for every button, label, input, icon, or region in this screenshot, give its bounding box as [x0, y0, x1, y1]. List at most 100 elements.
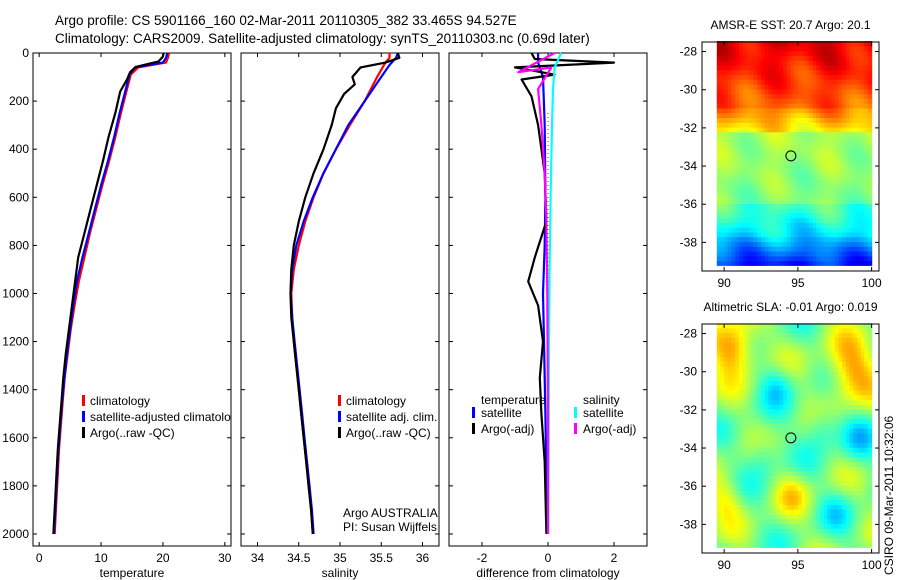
- map-cell: [779, 55, 784, 61]
- map-cell: [845, 50, 851, 56]
- map-cell: [779, 88, 784, 95]
- map-cell: [786, 184, 792, 190]
- map-cell: [746, 126, 751, 133]
- map-cell: [816, 480, 821, 486]
- map-cell: [827, 408, 832, 415]
- map-cell: [816, 461, 821, 467]
- map-cell: [842, 327, 847, 334]
- map-cell: [864, 112, 869, 118]
- map-cell: [764, 251, 769, 257]
- legend-swatch-black: [472, 423, 475, 434]
- map-cell: [794, 537, 799, 544]
- map-cell: [856, 523, 862, 529]
- map-cell: [779, 389, 784, 396]
- map-cell: [749, 389, 755, 396]
- map-cell: [823, 480, 828, 486]
- map-cell: [779, 332, 784, 338]
- map-cell: [772, 98, 777, 104]
- map-cell: [864, 150, 869, 157]
- map-cell: [820, 98, 825, 104]
- map-cell: [716, 490, 722, 496]
- map-cell: [775, 366, 781, 372]
- map-cell: [772, 518, 777, 525]
- map-cell: [783, 184, 788, 190]
- map-cell: [764, 88, 769, 95]
- map-cell: [860, 475, 865, 482]
- map-cell: [772, 126, 777, 133]
- map-cell: [820, 184, 825, 190]
- map-cell: [775, 98, 781, 104]
- map-cell: [761, 141, 766, 147]
- map-cell: [794, 394, 799, 400]
- map-cell: [801, 513, 806, 520]
- map-cell: [735, 528, 740, 534]
- map-cell: [797, 208, 803, 214]
- map-cell: [831, 490, 836, 496]
- map-cell: [786, 260, 792, 266]
- map-cell: [768, 375, 773, 381]
- map-cell: [757, 375, 762, 381]
- map-cell: [720, 490, 725, 496]
- map-cell: [731, 88, 736, 95]
- map-cell: [853, 136, 858, 142]
- map-cell: [797, 246, 803, 252]
- map-cell: [786, 418, 792, 424]
- map-cell: [831, 107, 836, 114]
- map-cell: [812, 361, 817, 367]
- map-cell: [860, 366, 865, 372]
- map-cell: [724, 399, 729, 405]
- map-cell: [842, 179, 847, 185]
- map-cell: [720, 131, 725, 138]
- map-cell: [779, 451, 784, 458]
- map-cell: [749, 346, 755, 353]
- map-cell: [783, 84, 788, 90]
- map-cell: [738, 408, 744, 415]
- map-cell: [831, 442, 836, 448]
- map-cell: [772, 523, 777, 529]
- map-cell: [860, 480, 865, 486]
- map-cell: [867, 160, 873, 166]
- map-cell: [805, 107, 810, 114]
- map-cell: [764, 456, 769, 462]
- map-cell: [820, 212, 825, 219]
- map-cell: [856, 251, 862, 257]
- map-cell: [831, 385, 836, 391]
- map-cell: [783, 236, 788, 243]
- map-cell: [856, 260, 862, 266]
- x-axis-label: temperature: [100, 566, 165, 580]
- map-cell: [768, 212, 773, 219]
- map-cell: [746, 370, 751, 377]
- map-cell: [779, 208, 784, 214]
- map-cell: [746, 98, 751, 104]
- map-cell: [816, 165, 821, 171]
- map-cell: [853, 437, 858, 443]
- map-cell: [746, 50, 751, 56]
- map-cell: [864, 246, 869, 252]
- map-cell: [761, 342, 766, 348]
- map-cell: [842, 155, 847, 161]
- map-cell: [761, 413, 766, 420]
- map-cell: [808, 399, 814, 405]
- map-cell: [834, 533, 840, 539]
- map-cell: [801, 227, 806, 233]
- map-cell: [797, 136, 803, 142]
- map-cell: [801, 499, 806, 505]
- map-cell: [827, 499, 832, 505]
- map-cell: [768, 217, 773, 223]
- map-cell: [727, 423, 733, 429]
- map-cell: [827, 389, 832, 396]
- map-cell: [816, 103, 821, 109]
- map-cell: [772, 432, 777, 439]
- map-cell: [823, 74, 828, 80]
- map-cell: [768, 432, 773, 439]
- series-line-black: [289, 52, 401, 535]
- map-cell: [731, 208, 736, 214]
- map-cell: [783, 480, 788, 486]
- map-cell: [753, 45, 758, 52]
- map-cell: [801, 179, 806, 185]
- map-cell: [849, 126, 854, 133]
- map-cell: [753, 50, 758, 56]
- map-cell: [731, 475, 736, 482]
- map-cell: [805, 361, 810, 367]
- map-cell: [849, 60, 854, 66]
